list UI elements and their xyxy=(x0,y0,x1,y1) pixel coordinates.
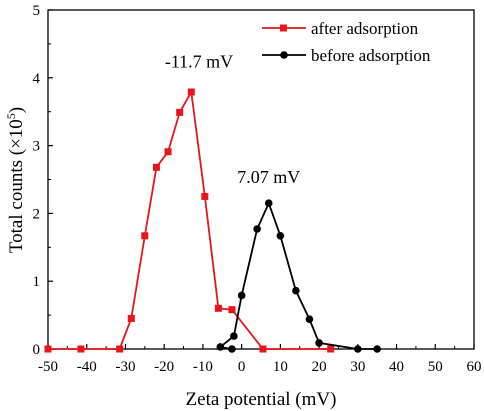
peak-annotation: 7.07 mV xyxy=(237,167,300,187)
series-line xyxy=(218,200,378,350)
y-tick-label: 1 xyxy=(33,274,41,290)
data-point-circle xyxy=(228,345,236,353)
x-tick-label: -30 xyxy=(115,359,135,375)
data-point-circle xyxy=(315,339,323,347)
data-point-circle xyxy=(354,345,362,353)
y-tick-label: 5 xyxy=(33,3,41,19)
data-point-square xyxy=(127,314,135,322)
y-tick-label: 4 xyxy=(33,71,41,87)
data-point-square xyxy=(259,345,267,353)
annotations: -11.7 mV 7.07 mV xyxy=(165,52,300,187)
x-tick-label: -10 xyxy=(193,359,213,375)
series-line xyxy=(48,89,331,350)
data-point-square xyxy=(116,345,124,353)
data-point-square xyxy=(152,163,160,171)
legend-marker-square xyxy=(280,24,287,32)
legend-label: before adsorption xyxy=(311,46,431,65)
data-point-circle xyxy=(253,225,261,233)
data-point-circle xyxy=(292,286,300,295)
y-axis-label-close: ) xyxy=(6,107,27,113)
y-axis-ticks: 0 1 2 3 4 5 xyxy=(33,3,53,358)
data-point-square xyxy=(164,148,172,156)
data-point-circle xyxy=(230,332,238,340)
y-tick-label: 2 xyxy=(33,206,41,222)
x-tick-label: 0 xyxy=(238,359,246,375)
y-tick-label: 3 xyxy=(33,139,41,155)
data-point-circle xyxy=(216,343,225,351)
y-axis-label: Total counts (×105) xyxy=(4,107,27,253)
x-axis-ticks: -50 -40 -30 -20 -10 0 10 20 30 40 50 60 xyxy=(38,344,482,375)
data-point-circle xyxy=(237,291,246,300)
legend: after adsorption before adsorption xyxy=(262,19,431,65)
x-tick-label: 30 xyxy=(350,359,365,375)
y-axis-label-main: Total counts (×10 xyxy=(6,119,27,253)
data-point-square xyxy=(214,304,222,312)
data-point-square xyxy=(201,192,209,200)
data-point-circle xyxy=(373,345,381,353)
x-axis-label: Zeta potential (mV) xyxy=(186,389,337,410)
x-tick-label: -50 xyxy=(38,359,58,375)
data-point-square xyxy=(77,345,85,353)
series-layer xyxy=(44,88,381,353)
x-tick-label: 20 xyxy=(312,359,327,375)
data-point-square xyxy=(327,345,335,353)
x-tick-label: -40 xyxy=(77,359,97,375)
data-point-circle xyxy=(305,315,314,323)
legend-label: after adsorption xyxy=(311,19,419,38)
x-tick-label: 10 xyxy=(273,359,288,375)
legend-marker-circle xyxy=(280,51,288,59)
peak-annotation: -11.7 mV xyxy=(165,52,233,72)
x-tick-label: -20 xyxy=(154,359,174,375)
data-point-square xyxy=(187,88,195,96)
data-point-circle xyxy=(264,199,273,208)
x-tick-label: 40 xyxy=(389,359,404,375)
y-axis-label-superscript: 5 xyxy=(4,113,18,119)
x-tick-label: 50 xyxy=(428,359,443,375)
data-point-square xyxy=(141,232,149,240)
y-tick-label: 0 xyxy=(33,342,41,358)
data-point-square xyxy=(228,306,236,314)
data-point-circle xyxy=(276,231,285,240)
data-point-square xyxy=(44,345,52,353)
x-tick-label: 60 xyxy=(467,359,482,375)
data-point-square xyxy=(176,108,184,116)
